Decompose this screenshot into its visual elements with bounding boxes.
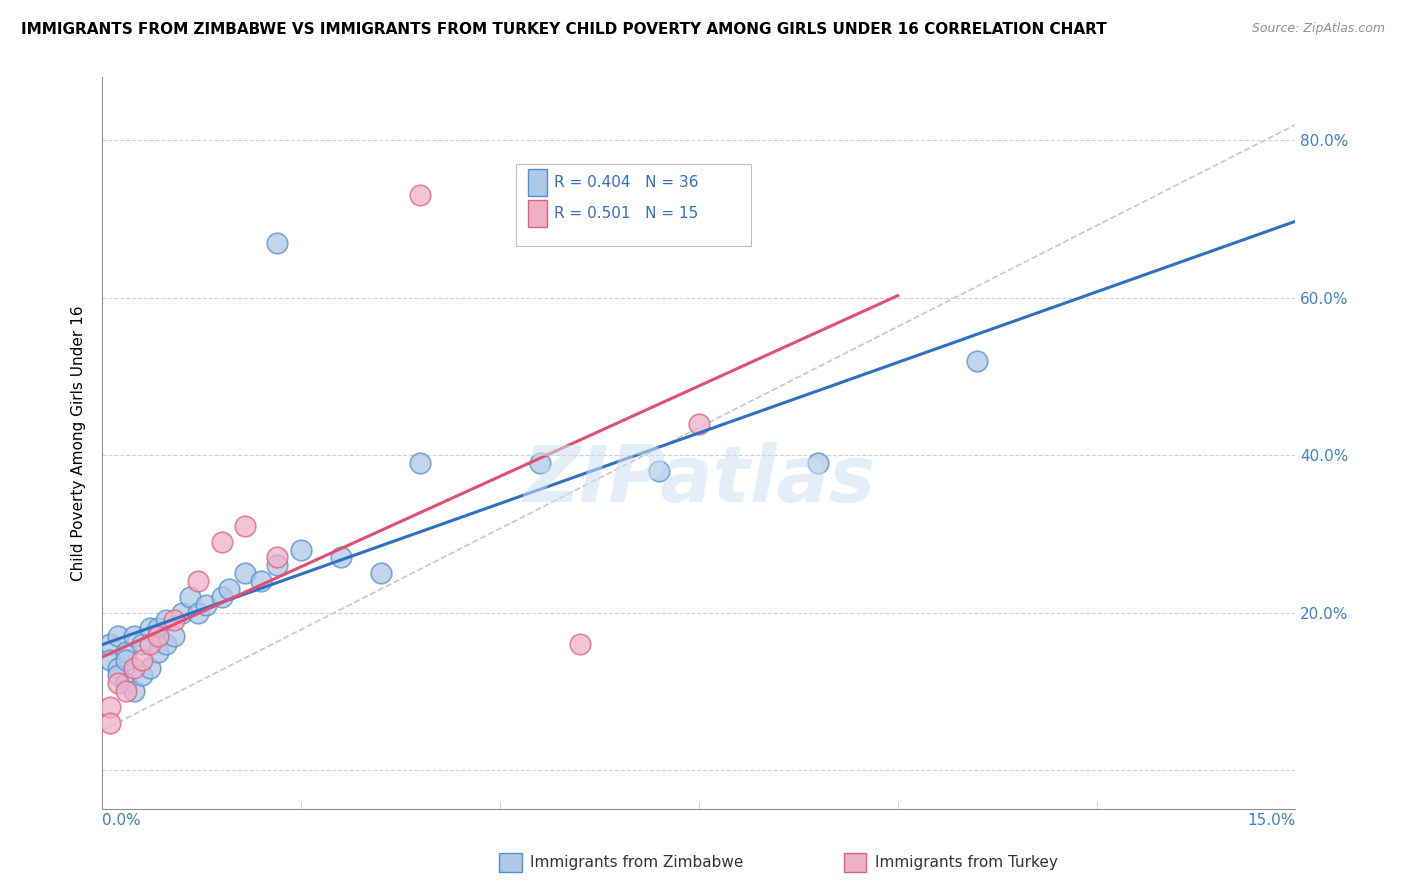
- Point: [211, 590, 233, 604]
- Point: [529, 456, 551, 470]
- Point: [163, 614, 186, 628]
- Point: [115, 676, 138, 690]
- Text: 15.0%: 15.0%: [1247, 814, 1295, 828]
- Point: [648, 464, 671, 478]
- Point: [115, 645, 138, 659]
- Point: [688, 417, 710, 431]
- Point: [98, 637, 121, 651]
- Point: [146, 621, 169, 635]
- Text: Immigrants from Zimbabwe: Immigrants from Zimbabwe: [530, 855, 744, 870]
- Text: ZIPatlas: ZIPatlas: [523, 442, 875, 518]
- Point: [146, 629, 169, 643]
- Point: [179, 590, 201, 604]
- Text: R = 0.404   N = 36: R = 0.404 N = 36: [554, 175, 699, 190]
- Point: [115, 653, 138, 667]
- Point: [146, 645, 169, 659]
- Point: [163, 629, 186, 643]
- Point: [966, 353, 988, 368]
- Point: [187, 606, 209, 620]
- Point: [170, 606, 193, 620]
- Point: [107, 629, 129, 643]
- Point: [568, 637, 591, 651]
- Text: R = 0.501   N = 15: R = 0.501 N = 15: [554, 206, 699, 221]
- Point: [131, 653, 153, 667]
- Point: [235, 519, 257, 533]
- Point: [139, 660, 162, 674]
- Point: [115, 684, 138, 698]
- Point: [290, 542, 312, 557]
- Point: [211, 534, 233, 549]
- Y-axis label: Child Poverty Among Girls Under 16: Child Poverty Among Girls Under 16: [72, 306, 86, 581]
- Text: Immigrants from Turkey: Immigrants from Turkey: [875, 855, 1057, 870]
- Point: [139, 621, 162, 635]
- Point: [131, 637, 153, 651]
- Point: [107, 676, 129, 690]
- Text: 0.0%: 0.0%: [103, 814, 141, 828]
- Point: [98, 715, 121, 730]
- Point: [329, 550, 352, 565]
- Point: [266, 550, 288, 565]
- Point: [250, 574, 273, 588]
- Point: [107, 660, 129, 674]
- Point: [409, 456, 432, 470]
- Point: [98, 700, 121, 714]
- Point: [266, 235, 288, 250]
- Point: [266, 558, 288, 573]
- Point: [122, 684, 145, 698]
- Point: [139, 637, 162, 651]
- Point: [155, 637, 177, 651]
- Point: [807, 456, 830, 470]
- Point: [131, 668, 153, 682]
- Point: [122, 629, 145, 643]
- Text: IMMIGRANTS FROM ZIMBABWE VS IMMIGRANTS FROM TURKEY CHILD POVERTY AMONG GIRLS UND: IMMIGRANTS FROM ZIMBABWE VS IMMIGRANTS F…: [21, 22, 1107, 37]
- Point: [194, 598, 217, 612]
- Point: [370, 566, 392, 581]
- Point: [409, 188, 432, 202]
- Point: [122, 660, 145, 674]
- Point: [187, 574, 209, 588]
- Point: [107, 668, 129, 682]
- Point: [155, 614, 177, 628]
- Point: [98, 653, 121, 667]
- Point: [235, 566, 257, 581]
- Text: Source: ZipAtlas.com: Source: ZipAtlas.com: [1251, 22, 1385, 36]
- Point: [218, 582, 240, 596]
